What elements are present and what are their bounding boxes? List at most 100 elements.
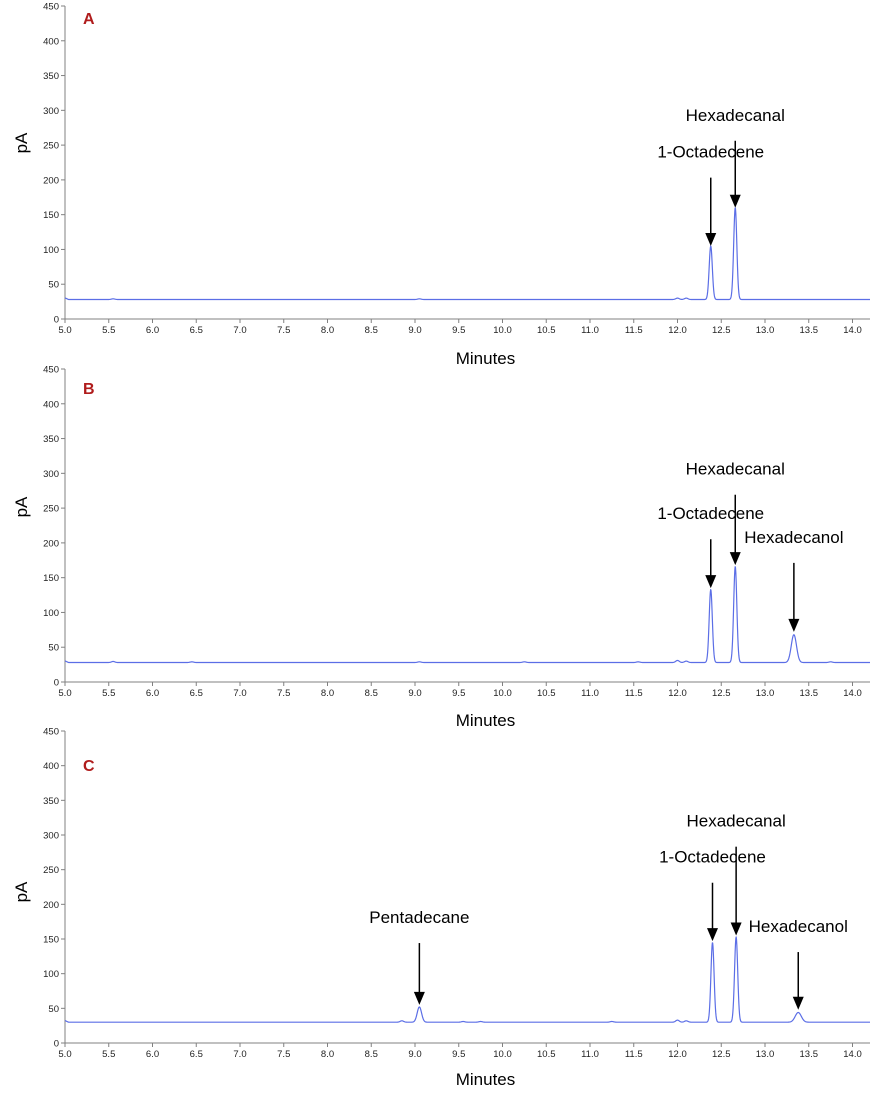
arrow-head	[729, 194, 741, 208]
peak-annotation: Hexadecanal	[686, 106, 785, 208]
y-tick-label: 50	[48, 280, 59, 291]
x-tick-label: 10.0	[493, 325, 512, 336]
x-tick-label: 13.5	[800, 688, 819, 699]
x-tick-label: 13.5	[800, 325, 819, 336]
y-tick-label: 400	[43, 761, 59, 772]
x-tick-label: 7.0	[233, 325, 246, 336]
peak-label: Hexadecanal	[686, 460, 785, 479]
y-tick-label: 200	[43, 175, 59, 186]
x-tick-label: 9.5	[452, 688, 465, 699]
y-axis-title: pA	[12, 881, 31, 902]
chromatogram-panel-b: 0 50 100 150 200 250 300 350 400 450 5.0 5.5 6.0 6.5 7…	[12, 365, 871, 730]
peak-annotation: Hexadecanol	[749, 917, 848, 1010]
x-tick-label: 12.0	[668, 1049, 687, 1060]
peak-label: 1-Octadecene	[659, 848, 766, 867]
y-tick-label: 350	[43, 71, 59, 82]
y-tick-label: 300	[43, 106, 59, 117]
x-tick-label: 12.5	[712, 688, 731, 699]
x-tick-label: 7.0	[233, 1049, 246, 1060]
y-tick-label: 150	[43, 210, 59, 221]
x-tick-label: 10.5	[537, 325, 556, 336]
arrow-head	[792, 996, 804, 1010]
arrow-head	[413, 991, 425, 1005]
peak-label: 1-Octadecene	[657, 504, 764, 523]
x-tick-label: 11.0	[581, 1049, 599, 1060]
y-tick-label: 350	[43, 434, 59, 445]
x-tick-label: 8.0	[321, 1049, 334, 1060]
y-tick-label: 450	[43, 727, 59, 738]
arrow-head	[705, 232, 717, 246]
x-axis-title: Minutes	[456, 1070, 516, 1089]
peak-label: Hexadecanol	[749, 917, 848, 936]
x-tick-label: 8.5	[365, 1049, 378, 1060]
chromatogram-trace	[64, 936, 871, 1023]
y-tick-label: 250	[43, 504, 59, 515]
peak-label: 1-Octadecene	[657, 143, 764, 162]
x-tick-label: 6.0	[146, 1049, 159, 1060]
x-tick-label: 10.0	[493, 1049, 512, 1060]
x-tick-label: 12.5	[712, 1049, 731, 1060]
peak-annotation: 1-Octadecene	[659, 848, 766, 942]
x-tick-label: 7.5	[277, 688, 290, 699]
y-tick-label: 300	[43, 469, 59, 480]
x-tick-label: 8.5	[365, 325, 378, 336]
x-tick-label: 5.0	[58, 688, 71, 699]
y-tick-label: 250	[43, 865, 59, 876]
x-tick-label: 5.5	[102, 1049, 115, 1060]
x-tick-label: 6.5	[190, 1049, 203, 1060]
peak-label: Hexadecanal	[686, 106, 785, 125]
y-tick-label: 450	[43, 365, 59, 376]
y-tick-label: 100	[43, 608, 59, 619]
x-tick-label: 12.0	[668, 325, 687, 336]
x-tick-label: 11.0	[581, 688, 599, 699]
y-tick-label: 300	[43, 831, 59, 842]
x-tick-label: 13.0	[756, 688, 775, 699]
panel-label: A	[83, 11, 95, 28]
arrow-head	[788, 618, 800, 632]
x-tick-label: 6.5	[190, 688, 203, 699]
peak-annotation: 1-Octadecene	[657, 504, 764, 589]
x-tick-label: 7.5	[277, 1049, 290, 1060]
x-tick-label: 5.0	[58, 325, 71, 336]
peak-annotation: Hexadecanal	[686, 460, 785, 566]
x-tick-label: 6.0	[146, 325, 159, 336]
chromatogram-trace	[64, 566, 871, 664]
x-tick-label: 12.0	[668, 688, 687, 699]
x-tick-label: 11.0	[581, 325, 599, 336]
x-tick-label: 9.0	[408, 325, 421, 336]
arrow-head	[705, 575, 717, 589]
chromatogram-trace	[64, 207, 871, 301]
x-tick-label: 6.5	[190, 325, 203, 336]
x-tick-label: 9.0	[408, 688, 421, 699]
chromatogram-panel-a: 0 50 100 150 200 250 300 350 400 450 5.0 5.5 6.0 6.5 7…	[12, 2, 871, 368]
y-tick-label: 0	[54, 678, 59, 689]
peak-annotation: 1-Octadecene	[657, 143, 764, 246]
x-tick-label: 10.5	[537, 688, 556, 699]
x-tick-label: 5.5	[102, 688, 115, 699]
y-tick-label: 100	[43, 245, 59, 256]
arrow-head	[707, 928, 718, 942]
x-tick-label: 8.0	[321, 325, 334, 336]
chromatogram-panel-c: 0 50 100 150 200 250 300 350 400 450 5.0 5.5 6.0 6.5 7…	[12, 727, 871, 1089]
x-tick-label: 7.0	[233, 688, 246, 699]
peak-annotation: Hexadecanol	[744, 528, 844, 632]
x-tick-label: 9.5	[452, 325, 465, 336]
x-tick-label: 7.5	[277, 325, 290, 336]
x-tick-label: 13.0	[756, 325, 775, 336]
x-tick-label: 9.5	[452, 1049, 465, 1060]
y-tick-label: 400	[43, 36, 59, 47]
x-tick-label: 10.0	[493, 688, 512, 699]
peak-annotation: Pentadecane	[369, 908, 469, 1005]
x-tick-label: 11.5	[625, 325, 643, 336]
panel-label: B	[83, 381, 95, 398]
arrow-head	[729, 552, 741, 566]
y-tick-label: 400	[43, 399, 59, 410]
x-tick-label: 8.5	[365, 688, 378, 699]
y-tick-label: 350	[43, 796, 59, 807]
x-tick-label: 13.0	[756, 1049, 775, 1060]
x-axis-title: Minutes	[456, 349, 516, 368]
y-tick-label: 150	[43, 935, 59, 946]
x-tick-label: 14.0	[843, 325, 862, 336]
y-tick-label: 200	[43, 538, 59, 549]
y-tick-label: 200	[43, 900, 59, 911]
